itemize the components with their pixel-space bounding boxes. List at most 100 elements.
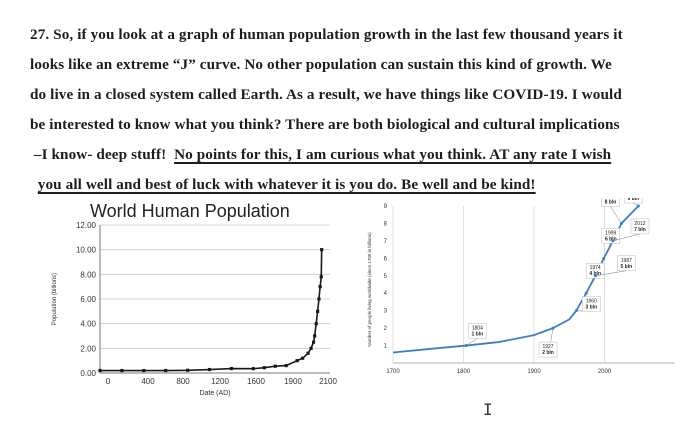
y-tick-label: 10.00 bbox=[76, 246, 97, 255]
y-tick-label: 1 bbox=[384, 344, 388, 350]
data-point bbox=[251, 367, 255, 371]
question-line: 27. So, if you look at a graph of human … bbox=[30, 26, 623, 43]
data-point bbox=[584, 291, 588, 295]
annotation-box bbox=[538, 341, 558, 358]
y-tick-label: 12.00 bbox=[76, 221, 97, 230]
annotation-year: 1927 bbox=[542, 344, 553, 350]
data-point bbox=[273, 364, 277, 368]
population-line bbox=[392, 205, 639, 354]
y-axis-label: Number of people living worldwide (since… bbox=[367, 232, 372, 347]
question-line: –I know- deep stuff! No points for this,… bbox=[30, 140, 680, 170]
data-point bbox=[284, 364, 288, 368]
x-tick-label: 1200 bbox=[211, 377, 229, 386]
annotation-value: 5 bln bbox=[620, 264, 632, 270]
data-point bbox=[186, 368, 190, 372]
right-population-chart: 1700 1800 1900 2000 1 2 3 4 5 6 7 8 9 Number of peopl… bbox=[367, 198, 675, 375]
data-point bbox=[593, 274, 597, 278]
data-point bbox=[311, 340, 316, 344]
question-text: 27. So, if you look at a graph of human … bbox=[30, 20, 680, 200]
data-point bbox=[306, 351, 310, 355]
annotation-box bbox=[582, 296, 601, 312]
data-point bbox=[120, 368, 124, 373]
question-line: you all well and best of luck with whate… bbox=[30, 170, 680, 200]
question-line: looks like an extreme “J” curve. No othe… bbox=[30, 56, 612, 73]
annotation-box bbox=[624, 198, 643, 204]
annotation-leader bbox=[585, 278, 596, 294]
annotation-leader bbox=[466, 338, 478, 346]
question-underlined: you all well and best of luck with whate… bbox=[37, 176, 536, 193]
y-tick-label: 4 bbox=[384, 291, 388, 297]
x-tick-label: 2000 bbox=[598, 369, 612, 375]
annotation-year: 1987 bbox=[621, 258, 632, 264]
data-point bbox=[309, 346, 313, 350]
question-underlined: No points for this, I am curious what yo… bbox=[174, 146, 612, 163]
annotation-value: 6 bln bbox=[605, 236, 617, 242]
data-point bbox=[317, 297, 321, 301]
annotation-value: 3 bln bbox=[585, 305, 597, 311]
annotation-box bbox=[585, 262, 605, 279]
y-tick-label: 7 bbox=[384, 239, 388, 245]
annotation-year: 2024 bbox=[605, 198, 616, 199]
annotation-value: 8 bln bbox=[605, 199, 617, 205]
population-line bbox=[100, 249, 323, 372]
y-tick-label: 4.00 bbox=[80, 320, 96, 329]
x-axis-label: Date (AD) bbox=[199, 390, 230, 397]
data-point bbox=[464, 344, 468, 348]
x-tick-label: 0 bbox=[106, 377, 111, 386]
data-point bbox=[142, 368, 146, 373]
annotation-year: 1804 bbox=[472, 326, 483, 332]
data-point bbox=[636, 204, 640, 208]
annotation-value: 2 bln bbox=[542, 350, 554, 356]
x-tick-label: 2100 bbox=[319, 377, 337, 386]
annotation-box bbox=[601, 228, 621, 244]
x-tick-label: 1900 bbox=[527, 369, 541, 375]
data-point bbox=[295, 359, 299, 363]
data-point bbox=[301, 356, 305, 360]
question-line: be interested to know what you think? Th… bbox=[30, 116, 620, 133]
y-tick-label: 8.00 bbox=[80, 270, 96, 279]
annotation-year: 1960 bbox=[586, 299, 597, 305]
annotation-box bbox=[630, 218, 650, 235]
annotation-leader bbox=[595, 270, 627, 277]
y-tick-label: 2.00 bbox=[80, 344, 96, 353]
y-tick-label: 6 bbox=[384, 256, 388, 262]
data-point bbox=[164, 368, 168, 373]
left-chart-title: World Human Population bbox=[90, 201, 290, 221]
data-point bbox=[318, 285, 322, 289]
y-axis-label: Population (billions) bbox=[52, 273, 58, 325]
x-tick-label: 1700 bbox=[386, 369, 400, 375]
data-point bbox=[319, 275, 323, 279]
y-tick-label: 3 bbox=[384, 309, 388, 315]
y-tick-label: 2 bbox=[384, 326, 388, 332]
data-point bbox=[316, 309, 320, 313]
annotation-value: 4 bln bbox=[589, 271, 601, 277]
data-point bbox=[619, 221, 623, 225]
y-tick-label: 0.00 bbox=[80, 369, 96, 378]
x-tick-label: 800 bbox=[176, 377, 190, 386]
annotation-leader bbox=[603, 243, 612, 259]
y-tick-label: 9 bbox=[384, 204, 388, 210]
left-population-chart: 0.00 2.00 4.00 6.00 8.00 10.00 12.00 0 400 800 120… bbox=[52, 221, 337, 397]
x-tick-label: 1800 bbox=[457, 369, 471, 375]
annotation-value: 7 bln bbox=[634, 227, 646, 233]
data-point bbox=[98, 368, 102, 373]
data-point bbox=[602, 256, 606, 260]
y-tick-label: 6.00 bbox=[80, 295, 96, 304]
annotation-box bbox=[468, 323, 487, 339]
data-point bbox=[262, 366, 266, 370]
data-point bbox=[207, 367, 212, 372]
question-aside: –I know- deep stuff! bbox=[33, 146, 167, 163]
annotation-leader bbox=[610, 206, 622, 224]
x-tick-label: 1600 bbox=[247, 377, 265, 386]
data-point bbox=[551, 326, 555, 330]
data-point bbox=[229, 366, 234, 371]
x-tick-label: 400 bbox=[141, 377, 155, 386]
annotation-value: 1 bln bbox=[471, 332, 483, 338]
data-point bbox=[314, 322, 318, 326]
data-point bbox=[574, 309, 578, 313]
annotation-box bbox=[617, 255, 636, 272]
data-point bbox=[320, 248, 324, 252]
data-point bbox=[313, 334, 317, 338]
annotation-year: 2012 bbox=[634, 221, 645, 227]
